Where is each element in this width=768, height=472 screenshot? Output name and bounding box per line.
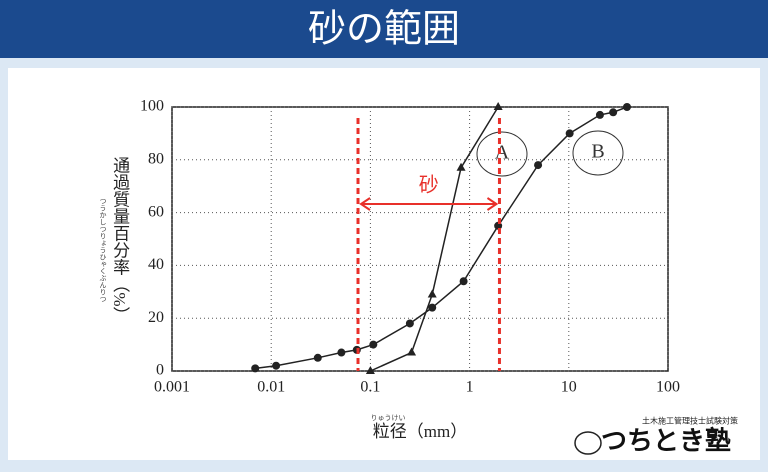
range-label: 砂 xyxy=(419,173,439,197)
x-axis-ruby: りゅうけい xyxy=(371,414,406,422)
x-tick-label: 1 xyxy=(466,379,474,396)
arrow-head xyxy=(486,197,499,211)
logo-caption: 土木施工管理技士試験対策 xyxy=(642,416,738,426)
y-axis-ruby: つうかしつりょうひゃくぶんりつ xyxy=(99,198,107,303)
x-tick-label: 100 xyxy=(656,379,680,396)
point xyxy=(251,364,260,373)
y-tick-label: 100 xyxy=(140,98,164,115)
point xyxy=(272,361,281,370)
point xyxy=(365,366,375,374)
point xyxy=(428,303,437,312)
y-tick-label: 60 xyxy=(148,203,164,220)
panel xyxy=(8,68,760,460)
x-tick-label: 0.001 xyxy=(154,379,190,396)
point xyxy=(456,162,466,171)
series-label-circle xyxy=(476,131,528,177)
series-label-circle xyxy=(572,130,624,176)
point xyxy=(595,110,604,119)
logo-name: つちとき塾 xyxy=(601,426,731,457)
y-tick-label: 80 xyxy=(148,150,164,167)
point xyxy=(534,161,543,170)
series-label: A xyxy=(495,142,510,164)
x-tick-label: 10 xyxy=(561,379,577,396)
series-label: B xyxy=(591,141,604,163)
point xyxy=(405,319,414,328)
point xyxy=(337,348,346,357)
y-tick-label: 20 xyxy=(148,309,164,326)
arrow-head xyxy=(359,197,371,211)
point xyxy=(609,108,618,117)
point xyxy=(565,129,574,138)
header-title: 砂の範囲 xyxy=(308,7,460,51)
point xyxy=(313,353,322,362)
point xyxy=(493,102,503,110)
point xyxy=(407,347,417,356)
x-tick-label: 0.1 xyxy=(360,379,380,396)
point xyxy=(459,277,468,286)
point xyxy=(427,289,437,298)
y-axis-label: 通過質量百分率（%） xyxy=(110,156,130,323)
point xyxy=(369,340,378,349)
y-tick-label: 40 xyxy=(148,256,164,273)
header-bar xyxy=(0,0,768,58)
y-tick-label: 0 xyxy=(156,362,164,379)
logo-icon xyxy=(574,431,602,455)
x-axis-label: 粒径（mm） xyxy=(373,422,467,441)
x-tick-label: 0.01 xyxy=(257,379,285,396)
point xyxy=(622,103,631,111)
